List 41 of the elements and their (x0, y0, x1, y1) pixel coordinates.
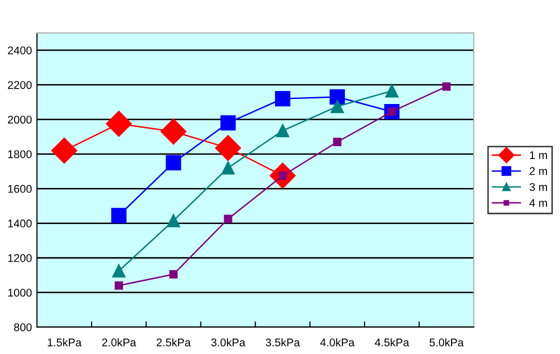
y-tick-label: 1800 (8, 150, 32, 158)
y-tick-label: 2200 (8, 81, 32, 89)
x-tick-label: 3.5kPa (266, 338, 300, 346)
x-tick-label: 2.0kPa (102, 338, 136, 346)
point (215, 135, 242, 161)
point (276, 124, 290, 138)
legend-label: 1 m (530, 151, 547, 160)
point (333, 138, 342, 146)
y-tick-label: 2400 (8, 46, 32, 54)
point (275, 91, 290, 106)
point (160, 118, 186, 145)
x-tick-label: 3.0kPa (211, 338, 246, 346)
legend-label: 3 m (530, 183, 547, 191)
y-tick-label: 1400 (8, 220, 32, 228)
legend-label: 4 m (529, 199, 547, 207)
y-tick-label: 1000 (8, 288, 32, 297)
point (51, 138, 78, 164)
point (224, 214, 232, 224)
point (330, 89, 345, 105)
y-tick-label: 2000 (8, 116, 32, 124)
point (112, 264, 126, 278)
point (442, 82, 451, 91)
point (166, 214, 180, 228)
x-tick-label: 4.0kPa (320, 338, 355, 346)
point (111, 208, 126, 224)
point (220, 115, 236, 131)
point (221, 161, 235, 174)
x-tick-label: 2.5kPa (156, 338, 191, 346)
y-tick-label: 1600 (8, 184, 32, 193)
point (106, 110, 132, 137)
x-tick-label: 4.5kPa (374, 338, 410, 346)
y-tick-label: 800 (14, 323, 32, 332)
point (166, 155, 182, 170)
point (169, 270, 178, 278)
point (330, 100, 344, 114)
x-tick-label: 1.5kPa (48, 338, 82, 346)
point (114, 281, 124, 290)
legend-label: 2 m (530, 167, 547, 175)
x-tick-label: 5.0kPa (430, 338, 464, 346)
point (385, 84, 398, 98)
y-tick-label: 1200 (8, 254, 32, 262)
